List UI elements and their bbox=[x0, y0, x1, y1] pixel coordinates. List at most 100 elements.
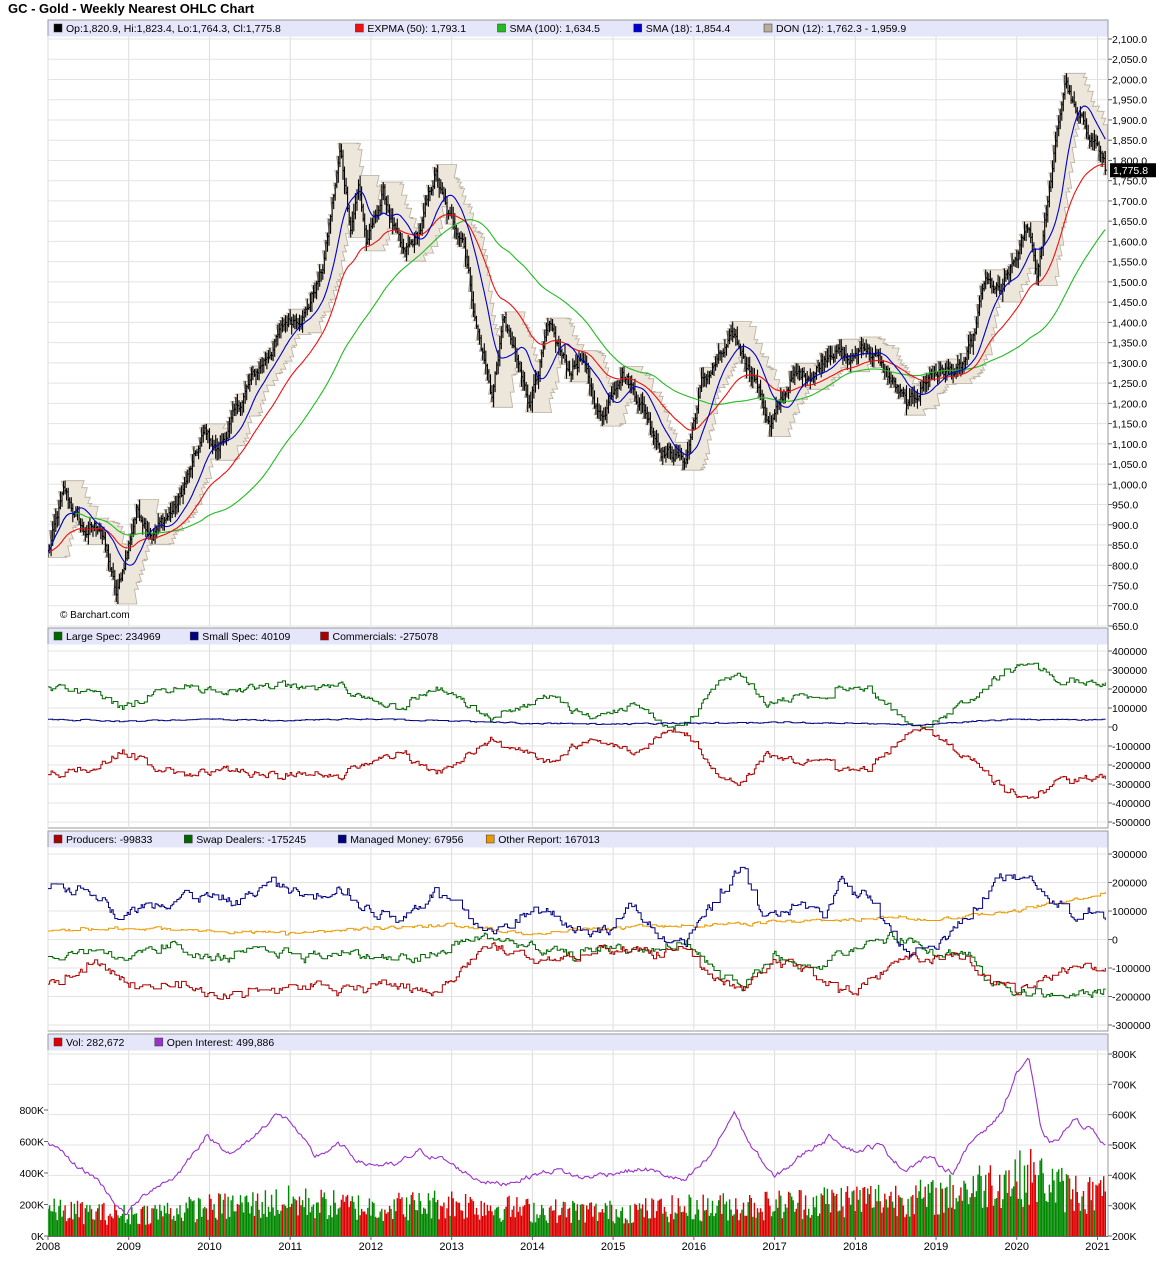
legend-swatch bbox=[154, 1037, 164, 1047]
oi-y-tick-label: 500K bbox=[1112, 1140, 1137, 1152]
x-tick-label: 2014 bbox=[520, 1241, 544, 1253]
price-y-tick-label: 1,900.0 bbox=[1112, 115, 1147, 127]
commercials-line bbox=[48, 726, 1106, 799]
volume-y-tick-label: 800K bbox=[19, 1105, 44, 1117]
cot-y-tick-label: 400000 bbox=[1112, 646, 1147, 658]
volume-bars-down bbox=[64, 1149, 1106, 1236]
price-y-tick-label: 700.0 bbox=[1112, 601, 1138, 613]
chart-title: GC - Gold - Weekly Nearest OHLC Chart bbox=[8, 1, 255, 16]
volume-y-tick-label: 200K bbox=[19, 1200, 44, 1212]
x-tick-label: 2017 bbox=[762, 1241, 786, 1253]
legend-label: DON (12): 1,762.3 - 1,959.9 bbox=[776, 23, 906, 35]
x-tick-label: 2012 bbox=[359, 1241, 383, 1253]
disagg-y-tick-label: 300000 bbox=[1112, 849, 1147, 861]
price-y-tick-label: 850.0 bbox=[1112, 540, 1138, 552]
panel-frame-2 bbox=[47, 627, 1109, 829]
legend-swatch bbox=[763, 23, 773, 33]
disagg-y-tick-label: 100000 bbox=[1112, 906, 1147, 918]
legend-swatch bbox=[53, 1037, 63, 1047]
x-tick-label: 2010 bbox=[197, 1241, 221, 1253]
price-y-tick-label: 1,450.0 bbox=[1112, 297, 1147, 309]
price-y-tick-label: 1,550.0 bbox=[1112, 257, 1147, 269]
x-tick-label: 2021 bbox=[1085, 1241, 1109, 1253]
disagg-y-tick-label: -300000 bbox=[1112, 1020, 1151, 1032]
price-y-tick-label: 1,200.0 bbox=[1112, 398, 1147, 410]
price-y-tick-label: 1,850.0 bbox=[1112, 135, 1147, 147]
legend-label: Small Spec: 40109 bbox=[202, 631, 290, 643]
x-tick-label: 2016 bbox=[682, 1241, 706, 1253]
price-y-tick-label: 1,700.0 bbox=[1112, 196, 1147, 208]
price-y-tick-label: 950.0 bbox=[1112, 500, 1138, 512]
disagg-y-tick-label: 200000 bbox=[1112, 878, 1147, 890]
legend-bar-2 bbox=[48, 628, 1108, 645]
disagg-y-tick-label: -100000 bbox=[1112, 963, 1151, 975]
disagg-y-tick-label: -200000 bbox=[1112, 992, 1151, 1004]
cot-y-tick-label: -500000 bbox=[1112, 817, 1151, 829]
price-y-tick-label: 750.0 bbox=[1112, 581, 1138, 593]
oi-y-tick-label: 800K bbox=[1112, 1049, 1137, 1061]
panel-frame-1 bbox=[47, 19, 1109, 627]
legend-bar-1 bbox=[48, 20, 1108, 37]
disagg-plot-area bbox=[48, 866, 1106, 1000]
expma-50-line bbox=[48, 163, 1106, 553]
legend-bar-3 bbox=[48, 831, 1108, 848]
watermark: © Barchart.com bbox=[60, 610, 130, 621]
legend-label: SMA (100): 1,634.5 bbox=[510, 23, 601, 35]
oi-y-tick-label: 400K bbox=[1112, 1170, 1137, 1182]
legend-label: Open Interest: 499,886 bbox=[167, 1037, 275, 1049]
oi-y-tick-label: 300K bbox=[1112, 1201, 1137, 1213]
sma-18-line bbox=[48, 105, 1106, 566]
price-y-tick-label: 1,750.0 bbox=[1112, 176, 1147, 188]
cot-y-tick-label: 0 bbox=[1112, 722, 1118, 734]
legend-swatch bbox=[355, 23, 364, 33]
legend-swatch bbox=[53, 631, 63, 641]
legend-label: Swap Dealers: -175245 bbox=[196, 834, 306, 846]
legend-swatch bbox=[189, 631, 199, 641]
legend-label: SMA (18): 1,854.4 bbox=[646, 23, 731, 35]
price-y-tick-label: 1,250.0 bbox=[1112, 378, 1147, 390]
cot-plot-area bbox=[48, 662, 1106, 799]
x-tick-label: 2019 bbox=[924, 1241, 948, 1253]
legend-swatch bbox=[497, 23, 506, 33]
oi-y-tick-label: 200K bbox=[1112, 1231, 1137, 1243]
oi-y-tick-label: 700K bbox=[1112, 1079, 1137, 1091]
price-y-tick-label: 1,950.0 bbox=[1112, 95, 1147, 107]
x-tick-label: 2015 bbox=[601, 1241, 625, 1253]
price-y-tick-label: 1,400.0 bbox=[1112, 317, 1147, 329]
legend-swatch bbox=[633, 23, 642, 33]
legend-label: Other Report: 167013 bbox=[498, 834, 600, 846]
managed-money-line bbox=[48, 866, 1106, 958]
x-tick-label: 2011 bbox=[278, 1241, 302, 1253]
cot-y-tick-label: -100000 bbox=[1112, 741, 1151, 753]
legend-swatch bbox=[320, 631, 329, 641]
legend-swatch bbox=[485, 834, 495, 844]
producers-line bbox=[48, 942, 1106, 1000]
large-spec-line bbox=[48, 662, 1106, 729]
price-y-tick-label: 2,050.0 bbox=[1112, 54, 1147, 66]
legend-label: Managed Money: 67956 bbox=[350, 834, 463, 846]
price-y-tick-label: 1,650.0 bbox=[1112, 216, 1147, 228]
last-price-box bbox=[1110, 163, 1156, 178]
x-tick-label: 2009 bbox=[116, 1241, 140, 1253]
price-y-tick-label: 1,300.0 bbox=[1112, 358, 1147, 370]
open-interest-line bbox=[48, 1057, 1106, 1216]
legend-label: Vol: 282,672 bbox=[66, 1037, 125, 1049]
x-tick-label: 2020 bbox=[1005, 1241, 1029, 1253]
volume-bars-up bbox=[48, 1150, 1096, 1236]
legend-swatch bbox=[53, 834, 63, 844]
legend-label: EXPMA (50): 1,793.1 bbox=[367, 23, 466, 35]
legend-label: Producers: -99833 bbox=[66, 834, 153, 846]
cot-y-tick-label: -300000 bbox=[1112, 779, 1151, 791]
legend-label: Commercials: -275078 bbox=[333, 631, 439, 643]
price-plot-area bbox=[48, 72, 1108, 605]
price-y-tick-label: 2,100.0 bbox=[1112, 34, 1147, 46]
legend-label: Op:1,820.9, Hi:1,823.4, Lo:1,764.3, Cl:1… bbox=[66, 23, 281, 35]
price-y-tick-label: 1,350.0 bbox=[1112, 338, 1147, 350]
price-y-tick-label: 1,150.0 bbox=[1112, 419, 1147, 431]
last-price-label: 1,775.8 bbox=[1113, 165, 1148, 177]
legend-swatch bbox=[337, 834, 347, 844]
price-y-tick-label: 1,600.0 bbox=[1112, 236, 1147, 248]
cot-y-tick-label: -200000 bbox=[1112, 760, 1151, 772]
price-y-tick-label: 1,500.0 bbox=[1112, 277, 1147, 289]
